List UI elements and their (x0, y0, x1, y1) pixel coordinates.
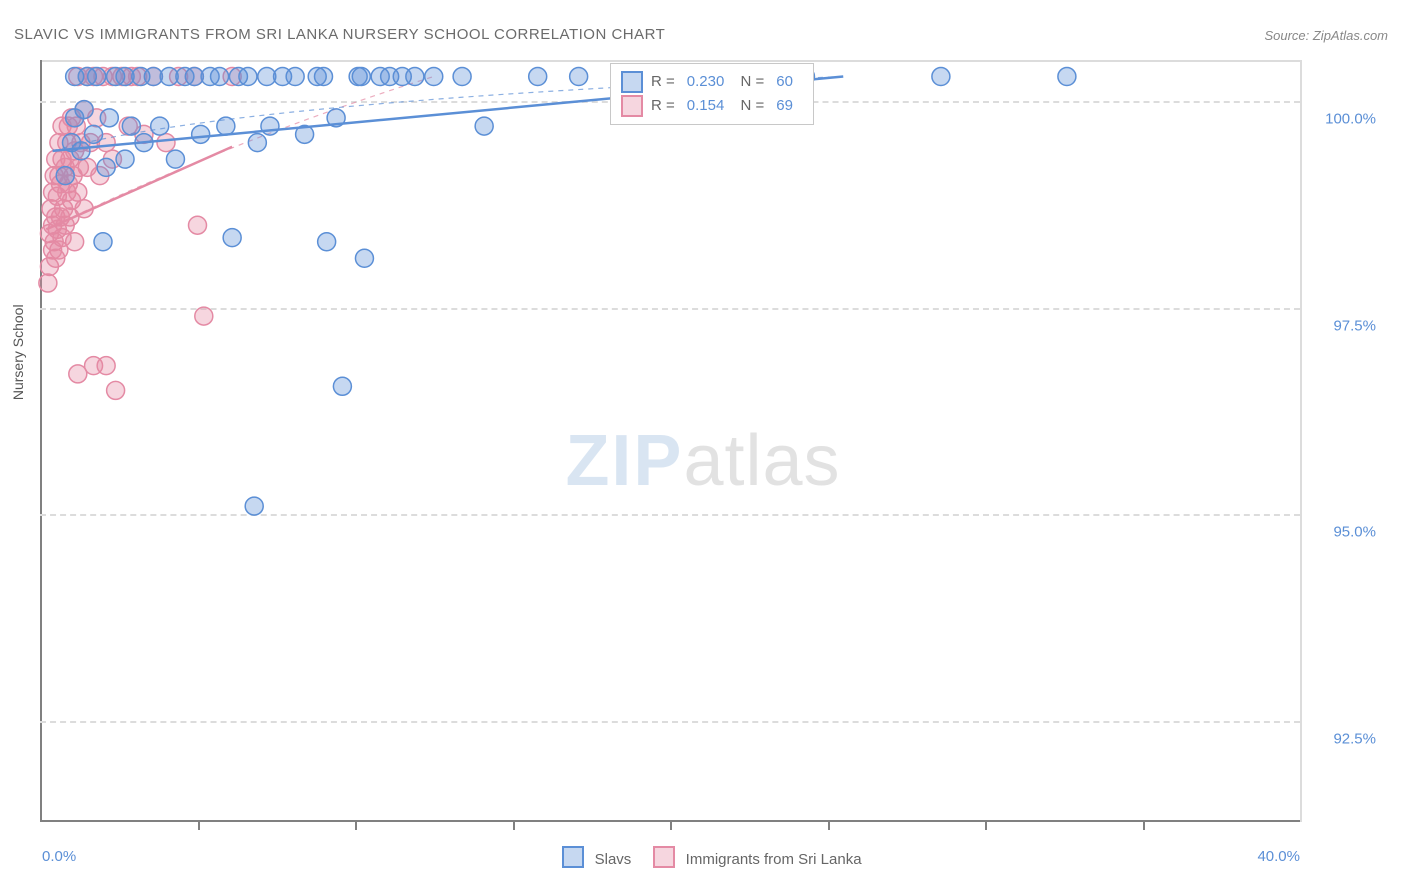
scatter-point (151, 117, 169, 135)
scatter-point (406, 68, 424, 86)
scatter-point (315, 68, 333, 86)
scatter-point (932, 68, 950, 86)
scatter-point (333, 377, 351, 395)
scatter-point (189, 216, 207, 234)
chart-title: SLAVIC VS IMMIGRANTS FROM SRI LANKA NURS… (14, 26, 665, 43)
scatter-point (69, 183, 87, 201)
scatter-point (425, 68, 443, 86)
scatter-point (122, 117, 140, 135)
scatter-point (97, 158, 115, 176)
scatter-point (97, 357, 115, 375)
scatter-point (157, 134, 175, 152)
y-tick-label: 92.5% (1333, 730, 1376, 747)
chart-svg (40, 60, 1300, 820)
legend-r-value-srilanka: 0.154 (687, 94, 725, 118)
y-tick-label: 100.0% (1325, 111, 1376, 128)
scatter-point (261, 117, 279, 135)
scatter-point (355, 249, 373, 267)
legend-r-label: R = (651, 94, 675, 118)
scatter-point (352, 68, 370, 86)
scatter-point (116, 150, 134, 168)
legend-n-value-slavs: 60 (776, 70, 793, 94)
legend-r-value-slavs: 0.230 (687, 70, 725, 94)
legend-n-value-srilanka: 69 (776, 94, 793, 118)
scatter-point (239, 68, 257, 86)
legend-box: R = 0.230 N = 60 R = 0.154 N = 69 (610, 63, 814, 125)
scatter-point (529, 68, 547, 86)
legend-row-srilanka: R = 0.154 N = 69 (621, 94, 797, 118)
scatter-point (245, 497, 263, 515)
bottom-legend-slavs: Slavs (595, 851, 632, 868)
scatter-point (1058, 68, 1076, 86)
legend-swatch-srilanka (621, 95, 643, 117)
scatter-point (66, 233, 84, 251)
scatter-point (570, 68, 588, 86)
bottom-legend: Slavs Immigrants from Sri Lanka (0, 846, 1406, 868)
scatter-point (166, 150, 184, 168)
legend-swatch-slavs (621, 71, 643, 93)
scatter-point (453, 68, 471, 86)
scatter-point (56, 167, 74, 185)
chart-container: SLAVIC VS IMMIGRANTS FROM SRI LANKA NURS… (0, 0, 1406, 892)
bottom-legend-srilanka: Immigrants from Sri Lanka (686, 851, 862, 868)
scatter-point (94, 233, 112, 251)
scatter-point (318, 233, 336, 251)
y-axis-title: Nursery School (10, 304, 26, 400)
legend-row-slavs: R = 0.230 N = 60 (621, 70, 797, 94)
scatter-point (107, 381, 125, 399)
scatter-point (39, 274, 57, 292)
scatter-point (192, 125, 210, 143)
scatter-point (223, 229, 241, 247)
source-label: Source: ZipAtlas.com (1264, 28, 1388, 43)
scatter-point (100, 109, 118, 127)
bottom-swatch-slavs (562, 846, 584, 868)
scatter-point (88, 68, 106, 86)
y-tick-label: 95.0% (1333, 524, 1376, 541)
scatter-point (75, 101, 93, 119)
legend-n-label: N = (736, 70, 764, 94)
scatter-point (286, 68, 304, 86)
scatter-point (85, 125, 103, 143)
scatter-point (217, 117, 235, 135)
scatter-point (195, 307, 213, 325)
scatter-point (211, 68, 229, 86)
scatter-point (475, 117, 493, 135)
bottom-swatch-srilanka (653, 846, 675, 868)
y-tick-label: 97.5% (1333, 317, 1376, 334)
legend-n-label: N = (736, 94, 764, 118)
legend-r-label: R = (651, 70, 675, 94)
scatter-point (248, 134, 266, 152)
scatter-point (72, 142, 90, 160)
